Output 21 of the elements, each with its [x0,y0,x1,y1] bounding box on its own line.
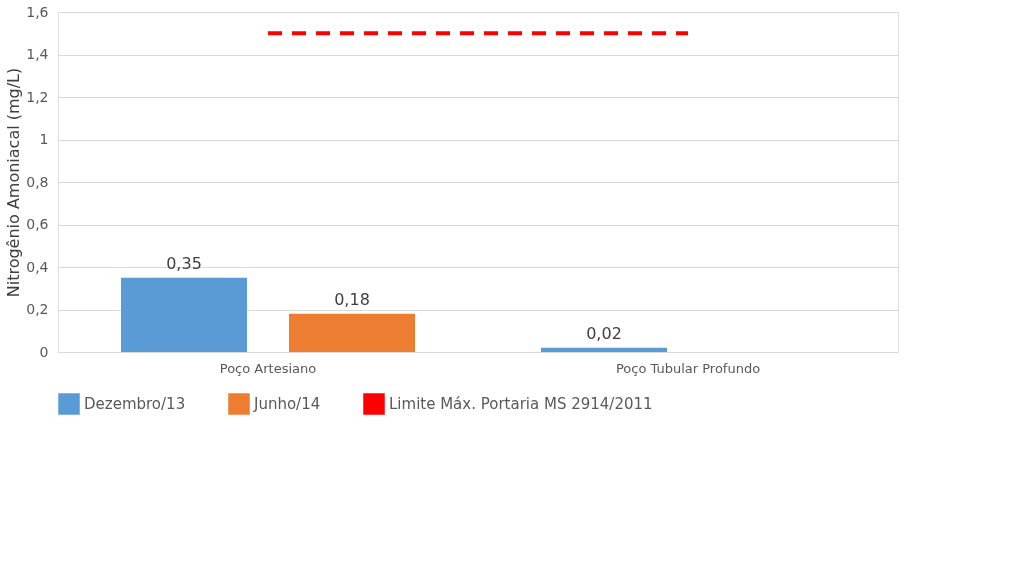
legend-label: Limite Máx. Portaria MS 2914/2011 [389,395,653,413]
bar [121,277,247,352]
y-tick-label: 0,8 [26,173,49,190]
y-tick-label: 1 [39,131,49,147]
y-tick-label: 0 [39,343,49,360]
bar [289,313,415,352]
y-tick-label: 1,6 [26,3,49,20]
legend-label: Dezembro/13 [84,395,186,413]
x-tick-label: Poço Tubular Profundo [615,360,761,376]
y-axis-title: Nitrogênio Amoniacal (mg/L) [4,67,24,298]
y-tick-label: 0,2 [26,301,49,317]
bar [541,347,667,352]
y-tick-label: 1,2 [26,88,49,105]
y-tick-label: 0,4 [26,258,49,275]
legend-label: Junho/14 [253,395,321,413]
data-label: 0,02 [586,323,622,343]
data-label: 0,35 [166,253,202,273]
y-tick-label: 1,4 [26,46,49,62]
y-tick-label: 0,6 [26,216,49,232]
data-label: 0,18 [334,289,370,309]
x-tick-label: Poço Artesiano [219,360,317,376]
